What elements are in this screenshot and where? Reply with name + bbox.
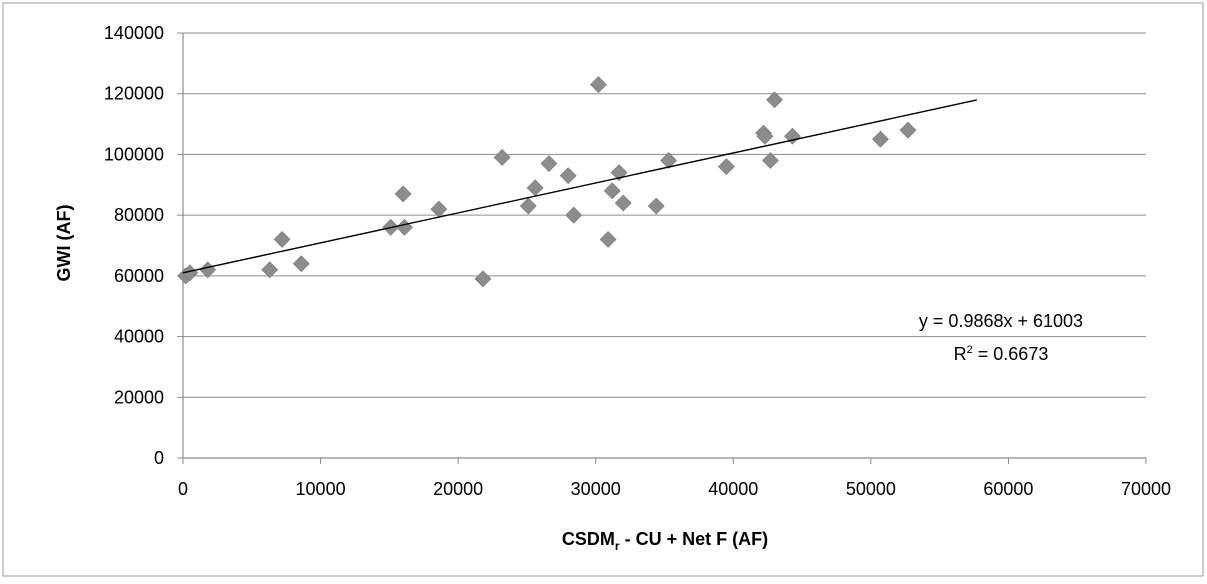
data-point	[756, 127, 774, 145]
data-point	[784, 127, 801, 145]
data-point	[766, 91, 783, 109]
data-point	[292, 255, 310, 273]
x-tick-label: 30000	[571, 479, 621, 499]
axes	[177, 32, 1147, 464]
data-point	[199, 261, 217, 279]
x-tick-label: 60000	[983, 479, 1033, 499]
data-points	[177, 76, 917, 288]
y-tick-labels: 0 20000 40000 60000 80000 100000 120000 140000	[104, 23, 164, 468]
x-tick-label: 50000	[846, 479, 896, 499]
y-tick-label: 140000	[104, 23, 164, 43]
data-point	[519, 197, 537, 215]
y-tick-label: 60000	[114, 266, 164, 286]
data-point	[590, 76, 607, 94]
r-squared-label: R2 = 0.6673	[954, 344, 1049, 364]
data-point	[614, 194, 632, 212]
data-point	[872, 130, 889, 148]
data-point	[647, 197, 665, 215]
x-axis-title: CSDMr - CU + Net F (AF)	[562, 529, 768, 553]
data-point	[899, 121, 917, 139]
data-point	[273, 231, 291, 248]
data-point	[394, 185, 412, 203]
y-tick-label: 0	[154, 448, 164, 468]
data-point	[603, 182, 621, 200]
data-point	[261, 261, 279, 279]
y-tick-label: 80000	[114, 205, 164, 225]
grid-lines	[183, 32, 1146, 398]
y-axis-title: GWI (AF)	[54, 205, 74, 282]
x-tick-labels: 0 10000 20000 30000 40000 50000 60000 70000	[178, 479, 1171, 499]
y-tick-label: 100000	[104, 144, 164, 164]
r-squared-letter: R	[954, 344, 967, 364]
x-tick-label: 0	[178, 479, 188, 499]
data-point	[762, 152, 779, 169]
data-point	[559, 167, 577, 185]
x-axis-title-subscript: r	[615, 539, 620, 553]
x-tick-label: 10000	[296, 479, 346, 499]
x-tick-label: 70000	[1121, 479, 1171, 499]
x-axis-title-rest: - CU + Net F (AF)	[620, 529, 769, 549]
data-point	[717, 158, 735, 175]
trendline	[182, 99, 977, 274]
trendline-equation: y = 0.9868x + 61003	[919, 311, 1083, 331]
r-squared-sup: 2	[967, 344, 973, 356]
data-point	[565, 206, 583, 224]
y-tick-label: 40000	[114, 327, 164, 347]
data-point	[493, 149, 511, 166]
y-tick-label: 20000	[114, 387, 164, 407]
data-point	[540, 155, 558, 172]
data-point	[474, 270, 492, 288]
x-tick-label: 40000	[708, 479, 758, 499]
r-squared-value: = 0.6673	[973, 344, 1049, 364]
data-point	[660, 152, 678, 169]
x-axis-title-main: CSDM	[562, 529, 615, 549]
data-point	[599, 231, 617, 248]
y-tick-label: 120000	[104, 84, 164, 104]
x-tick-label: 20000	[433, 479, 483, 499]
